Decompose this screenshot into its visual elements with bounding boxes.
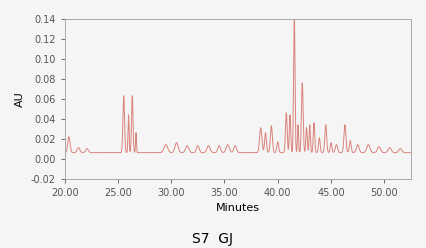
Y-axis label: AU: AU (15, 91, 25, 107)
Text: S7  GJ: S7 GJ (193, 232, 233, 246)
X-axis label: Minutes: Minutes (216, 203, 260, 213)
